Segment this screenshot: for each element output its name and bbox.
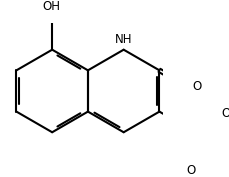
Text: OH: OH bbox=[221, 107, 229, 120]
Text: OH: OH bbox=[42, 0, 60, 13]
Text: O: O bbox=[192, 80, 202, 93]
Text: NH: NH bbox=[115, 33, 132, 46]
Text: O: O bbox=[186, 164, 196, 177]
